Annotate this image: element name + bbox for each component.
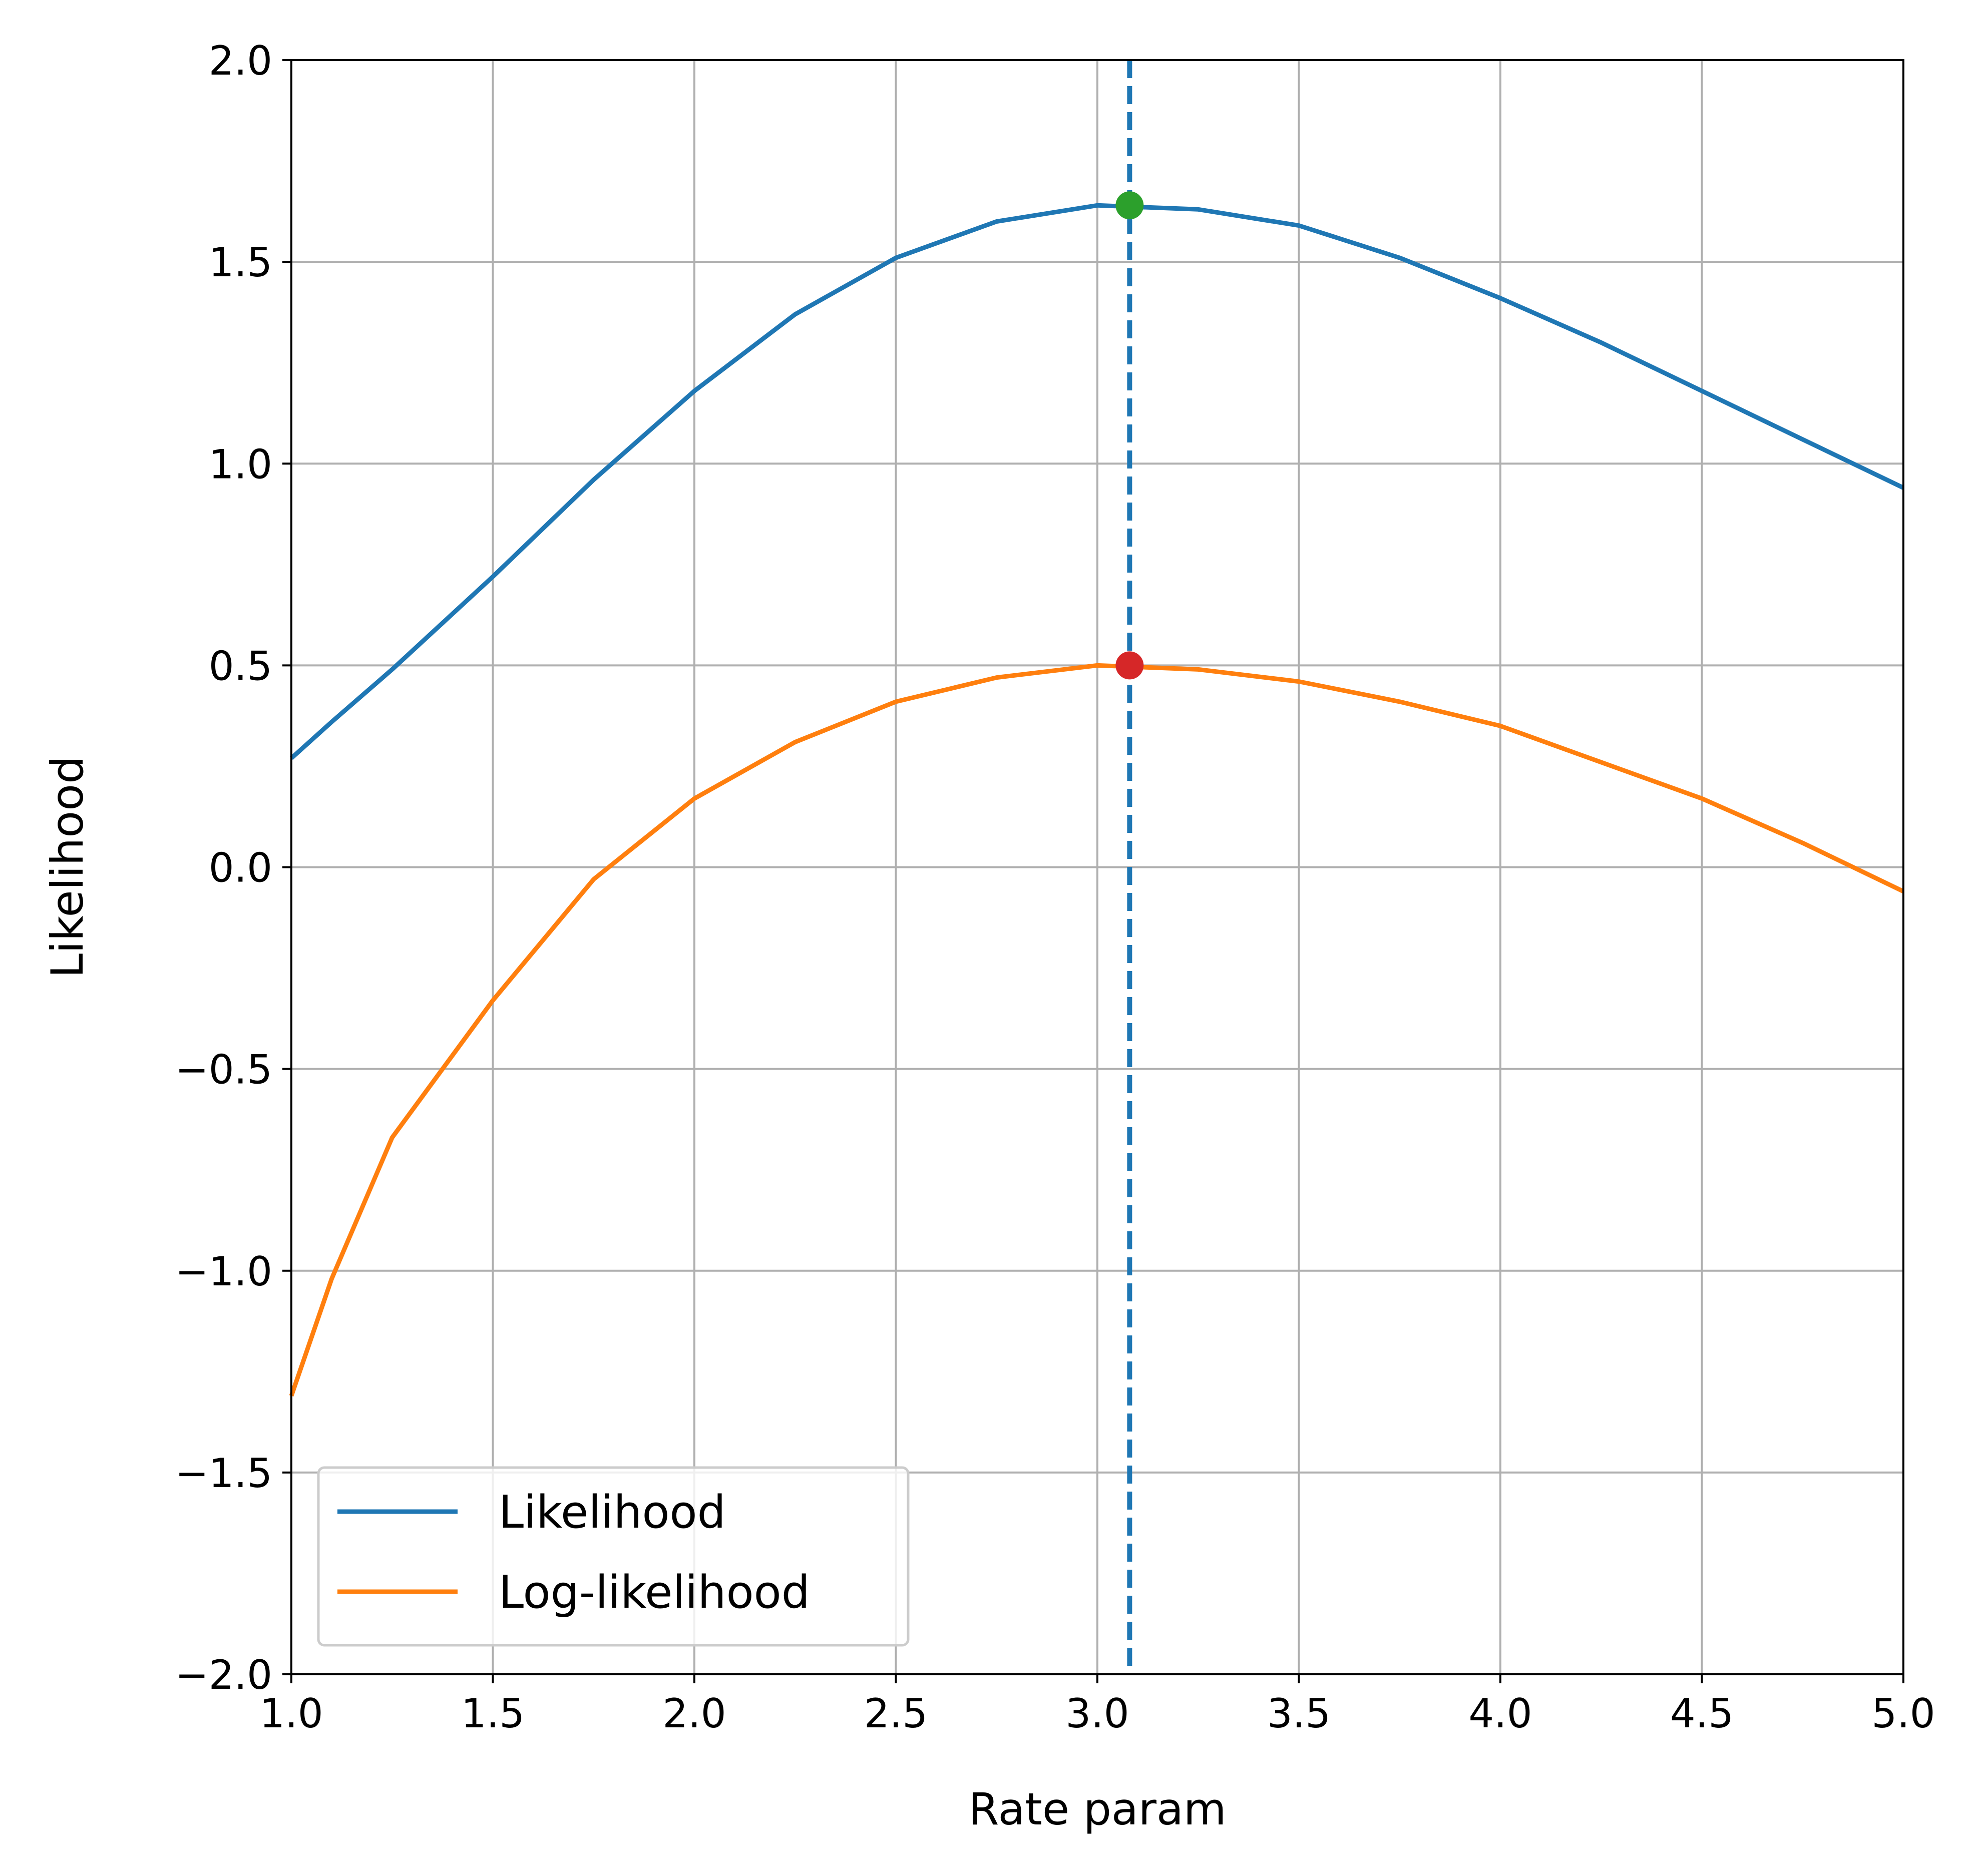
x-tick-label: 3.5 xyxy=(1267,1690,1331,1737)
y-tick-label: 2.0 xyxy=(209,38,272,84)
x-tick-label: 2.5 xyxy=(864,1690,928,1737)
x-tick-label: 4.5 xyxy=(1670,1690,1734,1737)
x-tick-label: 1.0 xyxy=(259,1690,323,1737)
legend: Likelihood Log-likelihood xyxy=(317,1466,910,1647)
y-tick-label: −0.5 xyxy=(175,1047,272,1093)
y-ticks: 2.0 1.5 1.0 0.5 0.0 −0.5 −1.0 −1.5 −2.0 xyxy=(175,38,291,1698)
legend-box xyxy=(317,1466,910,1647)
series-line-likelihood xyxy=(289,203,1904,760)
y-tick-label: −2.0 xyxy=(175,1652,272,1698)
y-tick-label: −1.0 xyxy=(175,1248,272,1295)
y-tick-label: −1.5 xyxy=(175,1450,272,1497)
y-tick-label: 0.0 xyxy=(209,845,272,891)
series-line-log-likelihood xyxy=(289,663,1904,1397)
x-tick-label: 2.0 xyxy=(662,1690,726,1737)
series-lines xyxy=(289,203,1904,1397)
y-tick-label: 1.5 xyxy=(209,239,272,286)
y-tick-label: 0.5 xyxy=(209,643,272,689)
legend-label-log-likelihood: Log-likelihood xyxy=(499,1566,810,1619)
y-axis-label: Likelihood xyxy=(42,756,93,978)
x-ticks: 1.0 1.5 2.0 2.5 3.0 3.5 4.0 4.5 5.0 xyxy=(259,1674,1935,1737)
peak-markers xyxy=(1115,191,1144,680)
peak-marker-1 xyxy=(1115,651,1144,680)
x-tick-label: 3.0 xyxy=(1065,1690,1129,1737)
peak-marker-0 xyxy=(1115,191,1144,220)
x-axis-label: Rate param xyxy=(968,1783,1226,1835)
plot-frame xyxy=(290,59,1904,1675)
x-tick-label: 1.5 xyxy=(461,1690,525,1737)
x-tick-label: 4.0 xyxy=(1468,1690,1532,1737)
x-tick-label: 5.0 xyxy=(1871,1690,1935,1737)
legend-label-likelihood: Likelihood xyxy=(499,1486,726,1539)
y-tick-label: 1.0 xyxy=(209,441,272,488)
